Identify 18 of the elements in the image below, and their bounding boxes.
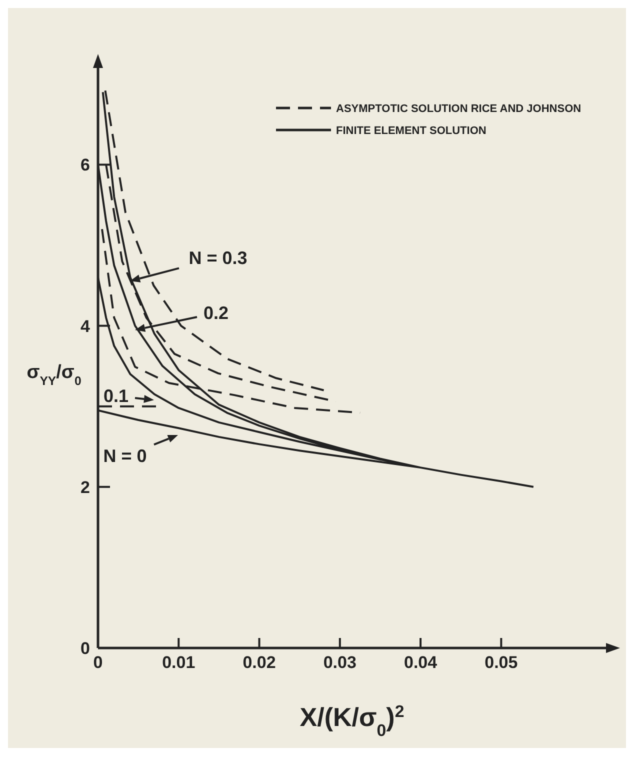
annotation: 0.2 — [203, 303, 229, 323]
annotation: N = 0.3 — [188, 248, 248, 268]
y-tick-label: 6 — [80, 156, 90, 175]
x-tick-label: 0.05 — [484, 653, 518, 672]
x-tick-label: 0.04 — [404, 653, 438, 672]
legend-label: ASYMPTOTIC SOLUTION RICE AND JOHNSON — [336, 103, 582, 115]
y-tick-label: 0 — [80, 639, 90, 658]
x-axis-title: X/(K/σ$_{0}$)$^{2}$ — [300, 702, 404, 740]
x-tick-label: 0.01 — [162, 653, 196, 672]
legend-label: FINITE ELEMENT SOLUTION — [336, 125, 486, 137]
x-tick-label: 0 — [93, 653, 103, 672]
y-tick-label: 2 — [80, 478, 90, 497]
y-tick-label: 4 — [80, 316, 91, 336]
x-tick-label: 0.03 — [323, 653, 356, 672]
annotation: 0.1 — [103, 386, 129, 406]
y-axis-title: σ$_{YY}$/σ$_{0}$ — [26, 362, 82, 388]
annotation: N = 0 — [103, 446, 147, 466]
x-tick-label: 0.02 — [242, 653, 276, 672]
